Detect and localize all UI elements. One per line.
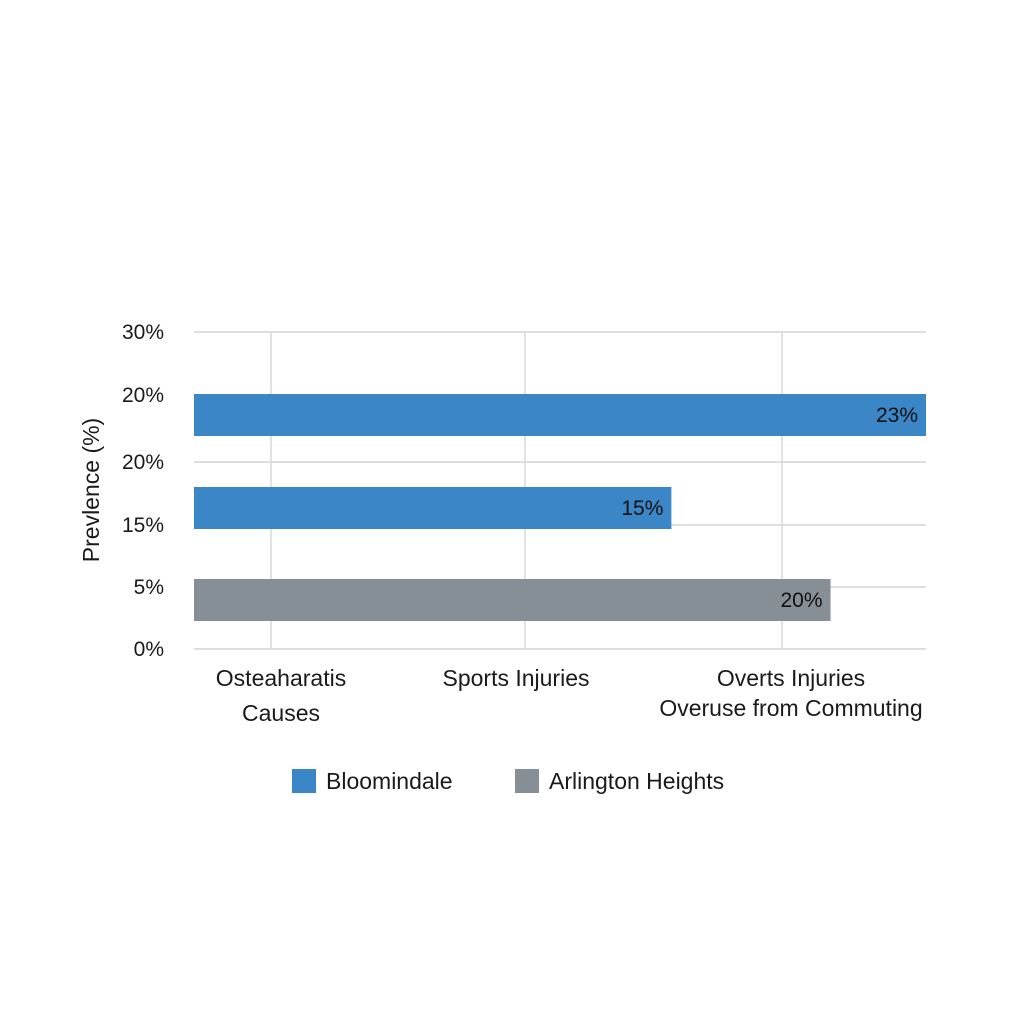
y-axis-ticks: 30% 20% 20% 15% 5% 0% xyxy=(122,321,164,661)
bar-data-label: 20% xyxy=(780,589,822,612)
legend-label: Bloomindale xyxy=(326,768,453,794)
legend-swatch xyxy=(292,769,316,793)
category-label: Overts Injuries xyxy=(717,665,865,691)
category-labels: Osteaharatis Causes Sports Injuries Overts … xyxy=(216,665,923,726)
y-tick-label: 20% xyxy=(122,384,164,407)
bar xyxy=(194,487,672,529)
y-tick-label: 20% xyxy=(122,451,164,474)
bar xyxy=(194,394,926,436)
bar-data-label: 23% xyxy=(876,404,918,427)
category-label: Osteaharatis xyxy=(216,665,346,691)
legend-swatch xyxy=(515,769,539,793)
category-label: Overuse from Commuting xyxy=(659,695,922,721)
legend: Bloomindale Arlington Heights xyxy=(292,768,724,794)
legend-label: Arlington Heights xyxy=(549,768,724,794)
bars: 23% 15% 20% xyxy=(194,394,926,621)
bar-data-label: 15% xyxy=(621,497,663,520)
y-tick-label: 30% xyxy=(122,321,164,344)
y-axis-label: Prevlence (%) xyxy=(78,418,104,562)
y-tick-label: 5% xyxy=(134,576,164,599)
bar xyxy=(194,579,831,621)
category-label: Sports Injuries xyxy=(442,665,589,691)
y-tick-label: 0% xyxy=(134,638,164,661)
category-label: Causes xyxy=(242,700,320,726)
y-tick-label: 15% xyxy=(122,514,164,537)
